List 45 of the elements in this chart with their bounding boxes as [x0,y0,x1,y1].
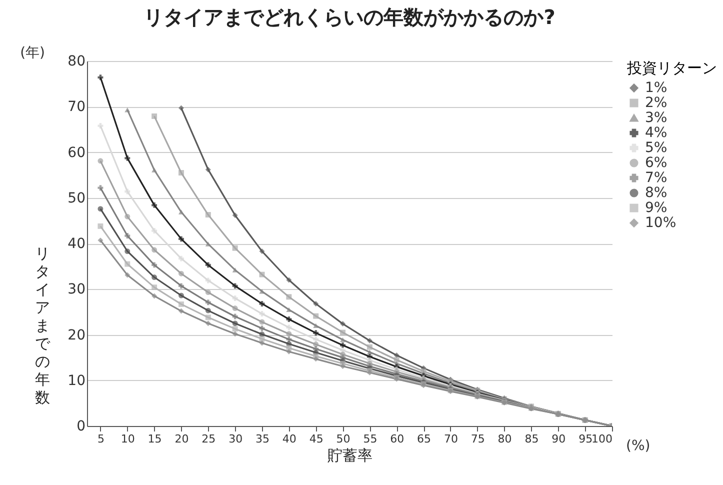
x-tick-label: 25 [202,432,216,446]
legend-label: 8% [645,185,668,201]
legend-title: 投資リターン [626,59,717,77]
x-tick-label: 45 [309,432,324,446]
legend-label: 2% [645,95,668,111]
y-tick-label: 80 [68,54,86,70]
x-tick-label: 35 [256,432,270,446]
y-tick-label: 20 [68,327,86,344]
y-tick-label: 10 [68,372,86,389]
legend-label: 4% [645,125,668,141]
y-tick-label: 60 [68,144,86,161]
x-tick-label: 80 [498,432,512,446]
y-tick-label: 50 [68,190,86,206]
x-tick-label: 100 [592,432,612,446]
x-tick-label: 70 [444,432,458,446]
x-tick-label: 20 [174,432,189,446]
x-tick-label: 40 [282,432,296,446]
x-tick-label: 60 [390,432,404,446]
legend-label: 10% [645,215,676,231]
legend-label: 7% [645,170,668,186]
x-tick-label: 55 [363,432,378,446]
x-tick-label: 50 [336,432,350,446]
x-tick-label: 95 [578,432,593,446]
legend-label: 5% [645,140,668,156]
y-tick-label: 0 [76,418,86,434]
legend-label: 1% [645,80,668,96]
x-tick-label: 30 [228,432,243,446]
x-tick-label: 90 [552,432,566,446]
legend-label: 6% [645,155,668,171]
x-tick-label: 15 [148,432,162,446]
y-tick-label: 40 [68,236,86,252]
y-tick-label: 30 [68,282,86,298]
x-tick-label: 5 [97,432,104,446]
text: (%) [626,438,650,454]
legend-label: 3% [645,110,668,126]
x-tick-label: 75 [470,432,485,446]
chart-title: リタイアまでどれくらいの年数がかかるのか? [144,5,556,29]
x-tick-label: 65 [417,432,432,446]
text: リタイアまでの年数 [35,244,50,406]
y-tick-label: 70 [68,99,86,116]
x-tick-label: 10 [120,432,135,446]
x-axis-title: 貯蓄率 [328,446,372,464]
legend-label: 9% [645,200,668,216]
text: (年) [20,45,45,61]
x-tick-label: 85 [524,432,539,446]
